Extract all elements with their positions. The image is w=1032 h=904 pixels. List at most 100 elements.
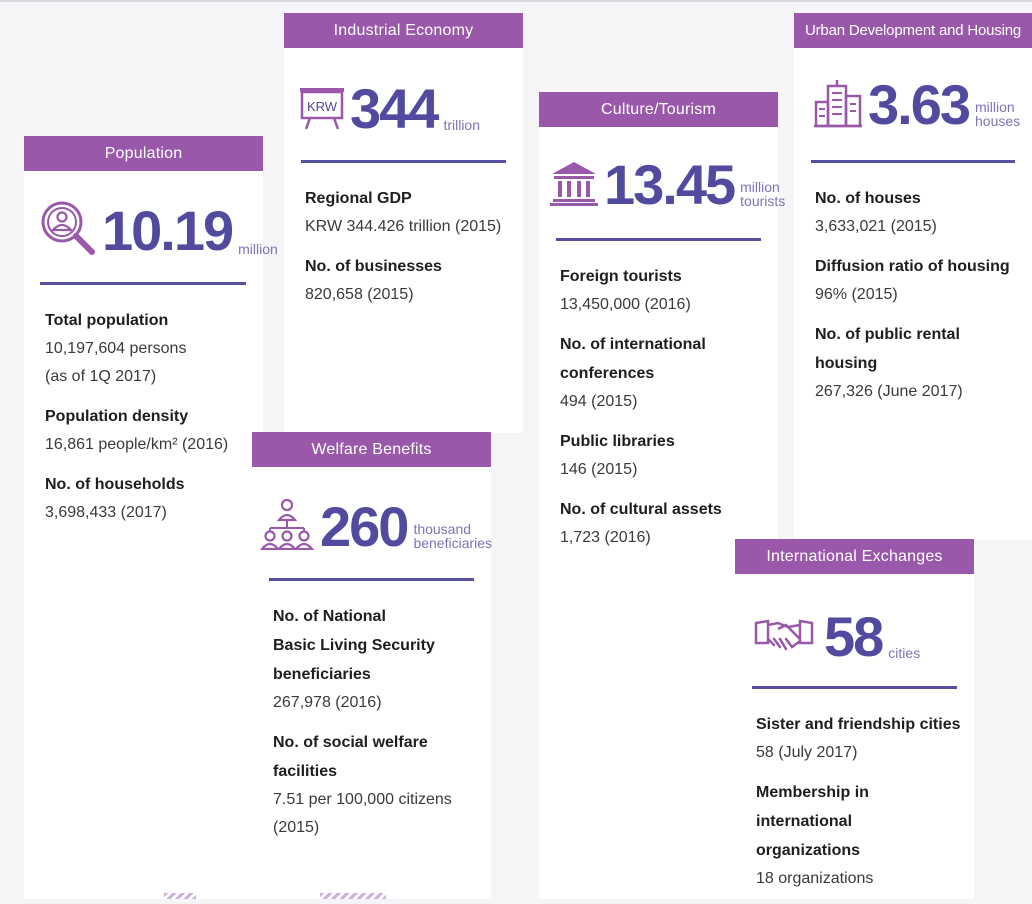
- item-label: Public libraries: [560, 433, 675, 450]
- international-divider: [752, 686, 957, 689]
- list-item: No. of public rental housing 267,326 (Ju…: [815, 320, 1030, 406]
- urban-items: No. of houses 3,633,021 (2015) Diffusion…: [815, 184, 1030, 417]
- item-value: 267,326 (June 2017): [815, 383, 963, 400]
- population-value: 10.19: [102, 198, 234, 262]
- top-border: [0, 0, 1032, 2]
- list-item: Membership in international organization…: [756, 778, 971, 893]
- item-label-2: conferences: [560, 365, 655, 382]
- item-label: Sister and friendship cities: [756, 716, 961, 733]
- urban-card: Urban Development and Housing 3.63 milli…: [794, 13, 1032, 540]
- urban-title: Urban Development and Housing: [794, 13, 1032, 48]
- urban-unit-line2: houses: [975, 113, 1021, 130]
- item-label-2: international: [756, 813, 853, 830]
- population-card: Population 10.19 million Total populatio…: [24, 136, 278, 899]
- item-label: Total population: [45, 312, 169, 329]
- item-label: No. of cultural assets: [560, 501, 722, 518]
- item-label: Diffusion ratio of housing: [815, 258, 1010, 275]
- item-value: 267,978 (2016): [273, 694, 382, 711]
- item-label: Foreign tourists: [560, 268, 682, 285]
- item-value: 16,861 people/km² (2016): [45, 436, 229, 453]
- industrial-unit: trillion: [443, 117, 481, 134]
- decorative-stripe: [320, 893, 386, 899]
- culture-unit-line2: tourists: [740, 193, 786, 210]
- industrial-value: 344: [350, 77, 439, 140]
- industrial-divider: [301, 160, 506, 163]
- international-items: Sister and friendship cities 58 (July 20…: [756, 710, 971, 904]
- item-value: 7.51 per 100,000 citizens: [273, 791, 452, 808]
- krw-icon-text: KRW: [307, 99, 338, 114]
- list-item: No. of businesses 820,658 (2015): [305, 252, 520, 309]
- welfare-stat: 260 thousand beneficiaries: [259, 494, 492, 558]
- item-label-2: housing: [815, 355, 878, 372]
- decorative-stripe: [164, 893, 196, 899]
- culture-stat: 13.45 million tourists: [550, 157, 785, 213]
- magnifier-person-icon: [40, 200, 96, 261]
- list-item: Regional GDP KRW 344.426 trillion (2015): [305, 184, 520, 241]
- list-item: No. of houses 3,633,021 (2015): [815, 184, 1030, 241]
- urban-value: 3.63: [868, 73, 971, 136]
- population-unit: million: [238, 241, 278, 258]
- item-value: KRW 344.426 trillion (2015): [305, 218, 502, 235]
- item-value-2: (as of 1Q 2017): [45, 368, 157, 385]
- industrial-card: Industrial Economy KRW 344 trillion Regi…: [284, 13, 523, 433]
- item-value: 1,723 (2016): [560, 529, 651, 546]
- list-item: No. of households 3,698,433 (2017): [45, 470, 260, 527]
- urban-stat: 3.63 million houses: [814, 77, 1020, 133]
- culture-divider: [556, 238, 761, 241]
- buildings-icon: [814, 78, 862, 133]
- item-value: 13,450,000 (2016): [560, 296, 691, 313]
- item-label: No. of houses: [815, 190, 921, 207]
- culture-title: Culture/Tourism: [539, 92, 778, 127]
- welfare-value: 260: [320, 494, 409, 558]
- culture-unit-line1: million: [740, 178, 780, 195]
- culture-value: 13.45: [604, 153, 736, 216]
- item-value: 58 (July 2017): [756, 744, 858, 761]
- museum-icon: [550, 160, 598, 211]
- item-label-3: organizations: [756, 842, 861, 859]
- item-value: 96% (2015): [815, 286, 898, 303]
- industrial-items: Regional GDP KRW 344.426 trillion (2015)…: [305, 184, 520, 320]
- item-label: No. of social welfare: [273, 734, 428, 751]
- international-value: 58: [824, 605, 884, 668]
- handshake-icon: [754, 615, 814, 660]
- item-value-2: (2015): [273, 819, 320, 836]
- item-label: No. of public rental: [815, 326, 960, 343]
- item-label: No. of international: [560, 336, 706, 353]
- international-title: International Exchanges: [735, 539, 974, 574]
- international-unit: cities: [888, 645, 921, 662]
- welfare-divider: [269, 578, 474, 581]
- item-label: Membership in: [756, 784, 869, 801]
- list-item: Total population 10,197,604 persons (as …: [45, 306, 260, 391]
- list-item: No. of cultural assets 1,723 (2016): [560, 495, 775, 552]
- population-items: Total population 10,197,604 persons (as …: [45, 306, 260, 538]
- item-value: 3,698,433 (2017): [45, 504, 167, 521]
- item-value: 820,658 (2015): [305, 286, 414, 303]
- population-stat: 10.19 million: [40, 200, 278, 261]
- population-divider: [40, 282, 246, 285]
- list-item: Sister and friendship cities 58 (July 20…: [756, 710, 971, 767]
- urban-divider: [811, 160, 1015, 163]
- item-label: Regional GDP: [305, 190, 412, 207]
- item-label: No. of businesses: [305, 258, 442, 275]
- people-network-icon: [259, 498, 315, 555]
- item-label: Population density: [45, 408, 189, 425]
- item-value: 494 (2015): [560, 393, 638, 410]
- culture-unit: million tourists: [740, 178, 786, 210]
- item-value: 18 organizations: [756, 870, 874, 887]
- international-stat: 58 cities: [754, 609, 920, 665]
- list-item: No. of National Basic Living Security be…: [273, 602, 488, 717]
- list-item: Foreign tourists 13,450,000 (2016): [560, 262, 775, 319]
- item-label-3: beneficiaries: [273, 666, 371, 683]
- welfare-items: No. of National Basic Living Security be…: [273, 602, 488, 853]
- culture-items: Foreign tourists 13,450,000 (2016) No. o…: [560, 262, 775, 563]
- urban-unit-line1: million: [975, 98, 1015, 115]
- list-item: Population density 16,861 people/km² (20…: [45, 402, 260, 459]
- list-item: Public libraries 146 (2015): [560, 427, 775, 484]
- item-label: No. of households: [45, 476, 185, 493]
- list-item: No. of social welfare facilities 7.51 pe…: [273, 728, 488, 842]
- list-item: Diffusion ratio of housing 96% (2015): [815, 252, 1030, 309]
- item-label-2: facilities: [273, 763, 338, 780]
- urban-unit: million houses: [975, 98, 1021, 130]
- industrial-title: Industrial Economy: [284, 13, 523, 48]
- item-label: No. of National: [273, 608, 386, 625]
